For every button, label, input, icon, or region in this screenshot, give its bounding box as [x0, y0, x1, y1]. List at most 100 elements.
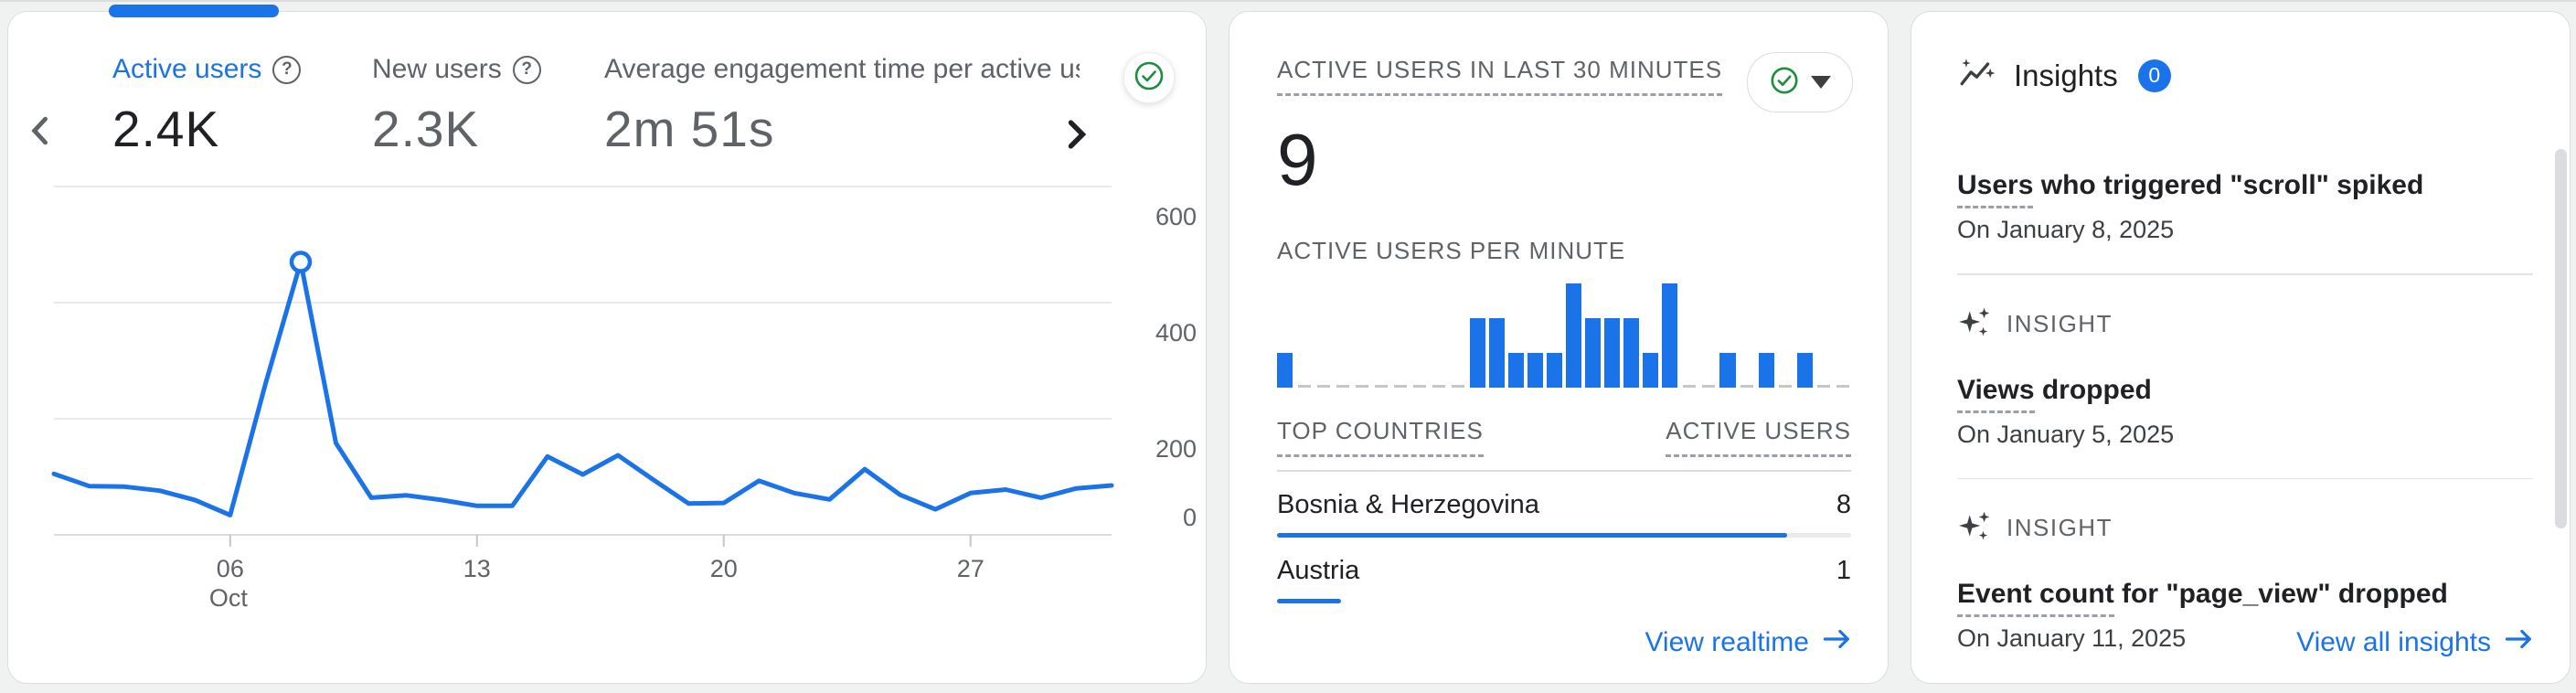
- minute-zero-dash: [1412, 385, 1426, 388]
- minute-slot: [1546, 353, 1562, 388]
- minute-zero-dash: [1432, 385, 1446, 388]
- country-name: Austria: [1277, 555, 1360, 585]
- minute-bar: [1758, 353, 1774, 388]
- minute-slot: [1488, 318, 1505, 388]
- realtime-card: ACTIVE USERS IN LAST 30 MINUTES 9 ACTIVE…: [1229, 11, 1889, 684]
- tab-label: New users: [372, 54, 502, 84]
- link-label: View realtime: [1645, 627, 1809, 657]
- check-circle-icon: [1133, 59, 1166, 97]
- chevron-right-icon: [1056, 120, 1096, 157]
- minute-slot: [1758, 353, 1774, 388]
- top-countries-header: TOP COUNTRIES: [1277, 417, 1484, 457]
- insights-card: Insights 0 Users who triggered "scroll" …: [1911, 11, 2571, 684]
- scroll-metrics-right-button[interactable]: [1056, 114, 1096, 155]
- minute-zero-dash: [1374, 385, 1388, 388]
- view-all-insights-link[interactable]: View all insights: [2296, 626, 2535, 659]
- y-axis-label: 0: [1183, 504, 1197, 531]
- minute-bar: [1643, 353, 1659, 388]
- country-bar-track: [1277, 532, 1851, 538]
- minute-slot: [1816, 385, 1832, 388]
- insight-eyebrow: INSIGHT: [2007, 309, 2113, 337]
- x-axis-label: 06: [217, 555, 244, 582]
- minute-bar: [1623, 318, 1640, 388]
- minute-bar: [1604, 318, 1621, 388]
- minute-slot: [1335, 385, 1350, 388]
- minute-zero-dash: [1355, 385, 1368, 388]
- active-users-header: ACTIVE USERS: [1666, 417, 1851, 457]
- minute-slot: [1719, 353, 1736, 388]
- minute-zero-dash: [1316, 385, 1330, 388]
- tab-label: Active users: [112, 54, 262, 84]
- minute-zero-dash: [1297, 385, 1311, 388]
- insight-date: On January 8, 2025: [1957, 216, 2175, 243]
- insight-date: On January 5, 2025: [1957, 420, 2175, 448]
- minute-slot: [1507, 353, 1524, 388]
- tab-avg-engagement-time[interactable]: Average engagement time per active us 2m…: [604, 54, 1080, 158]
- active-tab-indicator: [109, 5, 279, 17]
- caret-down-icon: [1811, 76, 1831, 89]
- tab-active-users[interactable]: Active users ? 2.4K: [112, 54, 372, 158]
- insight-item[interactable]: Users who triggered "scroll" spiked On J…: [1957, 170, 2533, 244]
- minute-bar: [1565, 283, 1581, 388]
- country-active-users: 1: [1836, 555, 1851, 585]
- minute-zero-dash: [1682, 385, 1696, 388]
- minute-bar: [1546, 353, 1562, 388]
- sparkle-icon: [1957, 508, 1992, 548]
- data-collection-status-button[interactable]: [1123, 52, 1175, 103]
- tab-new-users[interactable]: New users ? 2.3K: [372, 54, 604, 158]
- check-circle-icon: [1769, 65, 1800, 101]
- arrow-right-icon: [1822, 626, 1853, 659]
- realtime-title: ACTIVE USERS IN LAST 30 MINUTES: [1277, 56, 1723, 96]
- insight-title: Users who triggered "scroll" spiked: [1957, 170, 2533, 208]
- insight-title: Event count for "page_view" dropped: [1957, 579, 2533, 617]
- country-bar-fill: [1277, 598, 1341, 603]
- tab-label: Average engagement time per active us: [604, 54, 1080, 84]
- country-bar-track: [1277, 598, 1851, 603]
- insights-count-badge: 0: [2137, 59, 2171, 92]
- minute-slot: [1700, 385, 1716, 388]
- country-row: Bosnia & Herzegovina 8: [1277, 490, 1851, 538]
- per-minute-label: ACTIVE USERS PER MINUTE: [1277, 237, 1626, 264]
- insight-date: On January 11, 2025: [1957, 624, 2187, 652]
- x-axis-sublabel: Oct: [209, 584, 249, 612]
- x-axis-label: 27: [957, 555, 985, 582]
- max-point-marker: [289, 251, 313, 273]
- insight-item[interactable]: INSIGHT Event count for "page_view" drop…: [1957, 508, 2533, 653]
- metric-value: 2.3K: [372, 101, 480, 157]
- insights-sparkline-icon: [1957, 54, 1997, 97]
- view-realtime-link[interactable]: View realtime: [1645, 626, 1853, 659]
- summary-metrics-card: Active users ? 2.4K New users ? 2.3K Ave…: [7, 5, 1207, 684]
- active-users-30min-value: 9: [1277, 119, 1318, 200]
- help-icon[interactable]: ?: [512, 55, 541, 84]
- minute-bar: [1488, 318, 1505, 388]
- minute-slot: [1623, 318, 1640, 388]
- country-bar-fill: [1277, 532, 1788, 538]
- minute-zero-dash: [1393, 385, 1407, 388]
- y-axis-label: 400: [1155, 319, 1197, 346]
- minute-slot: [1585, 318, 1602, 388]
- country-name: Bosnia & Herzegovina: [1277, 489, 1539, 519]
- minute-slot: [1469, 318, 1485, 388]
- minute-zero-dash: [1817, 385, 1831, 388]
- minute-slot: [1778, 385, 1794, 388]
- insight-item[interactable]: INSIGHT Views dropped On January 5, 2025: [1957, 304, 2533, 449]
- help-icon[interactable]: ?: [272, 55, 302, 84]
- insight-divider: [1957, 477, 2533, 479]
- country-active-users: 8: [1836, 489, 1851, 519]
- scroll-metrics-left-button[interactable]: [21, 111, 61, 151]
- metric-value: 2m 51s: [604, 101, 775, 157]
- realtime-status-button[interactable]: [1747, 52, 1853, 112]
- top-divider: [0, 0, 2576, 2]
- sparkle-icon: [1957, 304, 1992, 344]
- minute-bar: [1507, 353, 1524, 388]
- minute-slot: [1354, 385, 1369, 388]
- y-axis-label: 200: [1155, 435, 1197, 463]
- minute-slot: [1662, 283, 1678, 388]
- insights-scrollbar-thumb[interactable]: [2555, 149, 2567, 528]
- minute-slot: [1411, 385, 1427, 388]
- minute-slot: [1373, 385, 1389, 388]
- minute-slot: [1451, 385, 1466, 388]
- minute-bar: [1527, 353, 1543, 388]
